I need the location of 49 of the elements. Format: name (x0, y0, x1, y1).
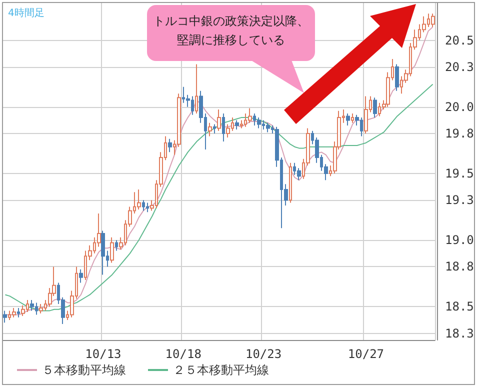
candlestick (431, 13, 435, 28)
annotation: トルコ中銀の政策決定以降、堅調に推移している (152, 13, 310, 49)
y-tick-label: 18.3 (445, 326, 474, 340)
line-series (4, 26, 434, 316)
y-tick-label: 18.5 (445, 300, 474, 314)
candlestick (30, 300, 34, 312)
candlestick (289, 162, 292, 204)
candlestick (235, 120, 239, 130)
candlestick (364, 96, 368, 134)
y-tick-label: 20.3 (445, 60, 474, 74)
y-tick-label: 19.5 (445, 166, 474, 180)
x-tick-label: 10/23 (245, 347, 282, 361)
candlestick (195, 64, 198, 114)
candlestick (213, 124, 216, 134)
candlestick (39, 304, 43, 314)
y-tick-label: 20.5 (445, 33, 474, 48)
candlestick (110, 236, 114, 264)
y-tick-label: 18.8 (445, 260, 474, 274)
y-tick-label: 19.0 (445, 233, 474, 248)
legend-label: ２５本移動平均線 (173, 363, 269, 377)
candlestick (346, 113, 350, 126)
y-tick-label: 19.8 (445, 126, 474, 141)
line-series (4, 84, 434, 312)
candlestick (266, 122, 270, 133)
candlestick (3, 310, 7, 324)
candlestick (79, 268, 83, 284)
x-tick-label: 10/27 (348, 347, 384, 361)
candlestick (115, 240, 118, 252)
legend-label: ５本移動平均線 (42, 363, 126, 377)
candlestick (373, 97, 377, 118)
candlestick (257, 117, 261, 129)
candlestick (248, 108, 252, 124)
candlestick (395, 64, 399, 92)
candlestick (208, 122, 212, 137)
candlestick (101, 230, 105, 276)
y-tick-label: 20.0 (445, 100, 474, 114)
y-tick-label: 19.3 (445, 193, 474, 208)
candlestick (222, 113, 225, 142)
candlestick (146, 202, 149, 213)
candlestick (142, 200, 145, 212)
candlestick (217, 109, 221, 132)
x-tick-label: 10/13 (85, 347, 122, 361)
candlestick (137, 188, 141, 210)
x-tick-label: 10/18 (165, 347, 202, 361)
candlestick (17, 308, 20, 318)
candlestick (351, 113, 354, 124)
annotation: 4時間足 (8, 6, 44, 20)
candlestick (168, 138, 172, 153)
candlestick (12, 308, 16, 318)
